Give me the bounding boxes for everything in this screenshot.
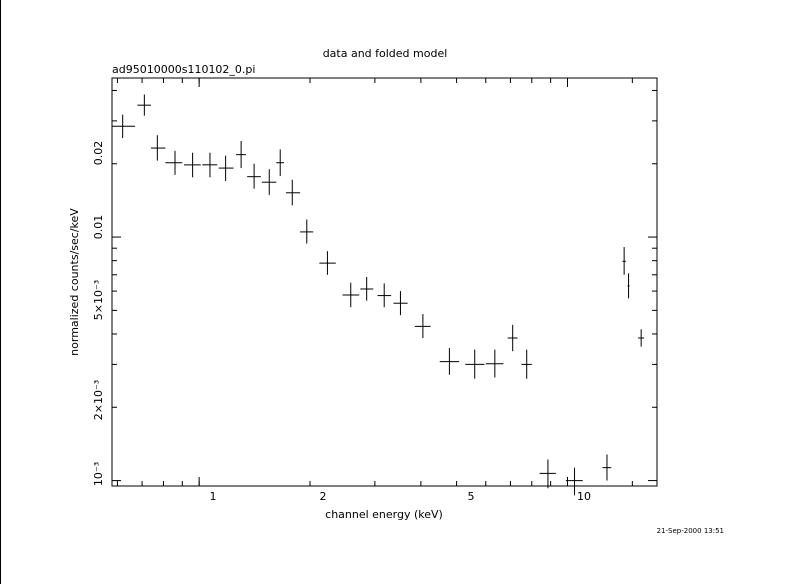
data-point <box>137 94 151 116</box>
x-tick-label-10: 10 <box>577 490 591 503</box>
chart-title: data and folded model <box>323 47 448 60</box>
data-point <box>300 219 314 244</box>
data-point <box>285 179 301 206</box>
data-point <box>485 349 504 378</box>
data-point <box>247 163 261 189</box>
data-point <box>622 247 626 275</box>
data-point <box>507 324 518 352</box>
data-point <box>319 251 336 275</box>
data-point <box>638 329 645 347</box>
data-point <box>112 114 136 139</box>
plot-frame <box>111 77 658 487</box>
data-point <box>521 349 532 379</box>
x-tick-label-2: 2 <box>320 490 327 503</box>
data-point <box>184 152 201 178</box>
data-point <box>276 149 285 177</box>
data-point <box>565 467 583 496</box>
data-point <box>414 314 431 339</box>
y-axis-label: normalized counts/sec/keV <box>68 208 81 356</box>
data-point <box>377 283 392 308</box>
axis-ticks <box>112 78 657 486</box>
data-point <box>627 273 630 299</box>
data-point <box>150 135 166 161</box>
x-axis-label: channel energy (keV) <box>325 508 443 521</box>
x-tick-label-5: 5 <box>468 490 475 503</box>
data-point <box>393 291 408 316</box>
data-point <box>165 150 183 175</box>
y-tick-label-0-02: 0.02 <box>92 141 105 166</box>
y-tick-label-5e-3: 5×10⁻³ <box>92 280 105 320</box>
y-tick-label-0-01: 0.01 <box>92 215 105 240</box>
chart-subtitle: ad95010000s110102_0.pi <box>112 63 255 76</box>
data-point <box>261 169 277 195</box>
x-tick-label-1: 1 <box>210 490 217 503</box>
data-point <box>465 349 485 379</box>
data-point <box>218 155 234 181</box>
data-point <box>439 348 460 375</box>
window-left-border <box>0 0 1 584</box>
data-point <box>342 282 360 308</box>
data-point <box>236 141 246 169</box>
y-tick-label-2e-3: 2×10⁻³ <box>92 380 105 420</box>
data-point <box>539 459 556 489</box>
y-tick-label-1e-3: 10⁻³ <box>92 462 105 486</box>
timestamp: 21-Sep-2000 13:51 <box>657 527 724 535</box>
data-point <box>202 152 218 178</box>
data-point <box>602 454 612 481</box>
data-points <box>112 94 645 496</box>
data-point <box>360 276 374 301</box>
